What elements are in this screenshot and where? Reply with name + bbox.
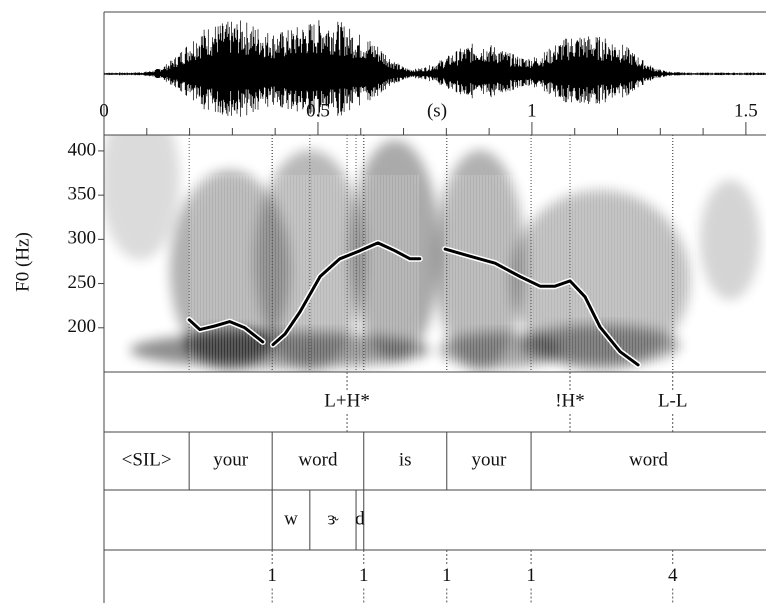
x-tick-label: 1: [527, 100, 537, 121]
tier-label: word: [629, 449, 669, 470]
tier-label: d: [355, 508, 365, 529]
tier-label: is: [399, 449, 412, 470]
tier-label: your: [472, 449, 508, 470]
tier-label: 1: [359, 565, 369, 586]
y-tick-label: 350: [68, 183, 97, 204]
tier-label: !H*: [555, 390, 585, 411]
pitch-contour: [187, 241, 640, 367]
y-axis-label: F0 (Hz): [12, 232, 33, 292]
tier-label: 1: [267, 565, 277, 586]
tier-label: L+H*: [324, 390, 370, 411]
y-tick-label: 250: [68, 272, 97, 293]
tier-label: 4: [668, 565, 678, 586]
y-tick-label: 400: [68, 139, 97, 160]
tier-label: 1: [442, 565, 452, 586]
spectrogram: [104, 135, 760, 370]
spectrogram-energy: [520, 325, 680, 365]
tier-label: ɝ: [327, 508, 339, 529]
x-tick-label: 0.5: [306, 100, 330, 121]
tier-label: L-L: [658, 390, 688, 411]
tier-label: 1: [526, 565, 536, 586]
tier-label: word: [298, 449, 338, 470]
spectrogram-energy: [700, 180, 760, 300]
tier-label: <SIL>: [122, 449, 172, 470]
tier-label: w: [284, 508, 298, 529]
spectrogram-energy: [510, 190, 690, 370]
y-tick-label: 300: [68, 228, 97, 249]
x-tick-label: 0: [99, 100, 109, 121]
x-axis-label: (s): [427, 100, 447, 121]
spectrogram-energy: [255, 150, 365, 370]
tier-label: your: [213, 449, 249, 470]
spectrogram-energy: [104, 135, 180, 260]
x-tick-label: 1.5: [734, 100, 758, 121]
y-tick-label: 200: [68, 316, 97, 337]
